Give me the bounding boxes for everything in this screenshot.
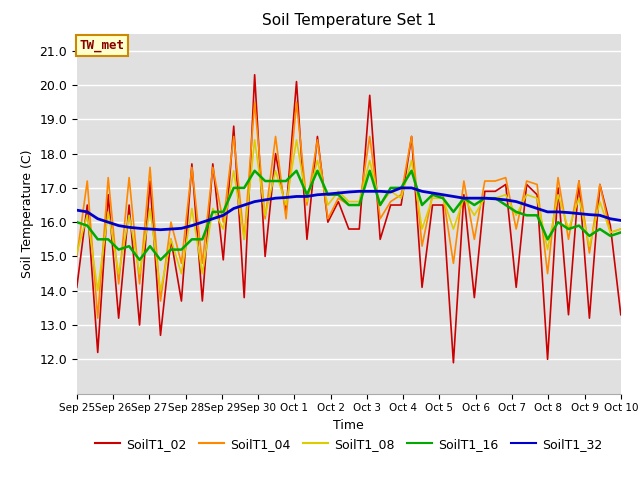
SoilT1_02 <box>439 202 447 208</box>
SoilT1_16 <box>136 257 143 263</box>
SoilT1_02 <box>397 202 405 208</box>
Line: SoilT1_04: SoilT1_04 <box>77 102 621 318</box>
SoilT1_32 <box>449 193 457 199</box>
SoilT1_02 <box>449 360 457 366</box>
Text: TW_met: TW_met <box>79 39 125 52</box>
SoilT1_08 <box>449 226 457 232</box>
SoilT1_08 <box>513 213 520 218</box>
SoilT1_02 <box>408 133 415 139</box>
SoilT1_32 <box>408 185 415 191</box>
SoilT1_32 <box>439 192 447 198</box>
SoilT1_16 <box>230 185 237 191</box>
SoilT1_16 <box>418 202 426 208</box>
SoilT1_04 <box>617 226 625 232</box>
SoilT1_16 <box>439 195 447 201</box>
SoilT1_16 <box>449 209 457 215</box>
SoilT1_04 <box>94 315 102 321</box>
SoilT1_02 <box>617 312 625 318</box>
SoilT1_02 <box>220 257 227 263</box>
SoilT1_32 <box>397 185 405 191</box>
SoilT1_08 <box>94 288 102 294</box>
Y-axis label: Soil Temperature (C): Soil Temperature (C) <box>20 149 34 278</box>
SoilT1_32 <box>230 205 237 211</box>
SoilT1_08 <box>230 168 237 174</box>
SoilT1_04 <box>73 253 81 259</box>
SoilT1_32 <box>73 207 81 213</box>
SoilT1_16 <box>251 168 259 174</box>
SoilT1_08 <box>418 226 426 232</box>
SoilT1_04 <box>449 261 457 266</box>
SoilT1_08 <box>251 137 259 143</box>
SoilT1_04 <box>439 192 447 198</box>
SoilT1_04 <box>251 99 259 105</box>
SoilT1_02 <box>73 285 81 290</box>
Legend: SoilT1_02, SoilT1_04, SoilT1_08, SoilT1_16, SoilT1_32: SoilT1_02, SoilT1_04, SoilT1_08, SoilT1_… <box>90 433 608 456</box>
Line: SoilT1_32: SoilT1_32 <box>77 188 621 230</box>
SoilT1_08 <box>617 226 625 232</box>
SoilT1_16 <box>513 209 520 215</box>
SoilT1_08 <box>73 250 81 256</box>
SoilT1_16 <box>408 168 415 174</box>
SoilT1_16 <box>73 219 81 225</box>
SoilT1_04 <box>418 243 426 249</box>
SoilT1_02 <box>513 285 520 290</box>
Line: SoilT1_08: SoilT1_08 <box>77 140 621 291</box>
SoilT1_32 <box>157 227 164 233</box>
X-axis label: Time: Time <box>333 419 364 432</box>
SoilT1_04 <box>513 226 520 232</box>
SoilT1_32 <box>418 189 426 194</box>
Line: SoilT1_02: SoilT1_02 <box>77 75 621 363</box>
SoilT1_08 <box>408 157 415 163</box>
Line: SoilT1_16: SoilT1_16 <box>77 171 621 260</box>
SoilT1_02 <box>251 72 259 78</box>
SoilT1_04 <box>230 133 237 139</box>
SoilT1_16 <box>617 229 625 235</box>
SoilT1_04 <box>408 133 415 139</box>
SoilT1_32 <box>513 199 520 204</box>
SoilT1_08 <box>439 195 447 201</box>
SoilT1_02 <box>429 202 436 208</box>
SoilT1_32 <box>617 217 625 223</box>
Title: Soil Temperature Set 1: Soil Temperature Set 1 <box>262 13 436 28</box>
